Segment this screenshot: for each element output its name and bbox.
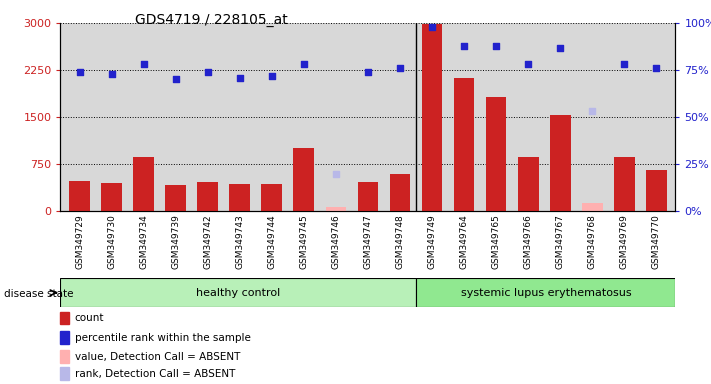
Bar bbox=[166, 185, 186, 211]
Text: GSM349745: GSM349745 bbox=[299, 215, 309, 269]
Bar bbox=[101, 183, 122, 211]
Bar bbox=[198, 182, 218, 211]
Bar bbox=[230, 184, 250, 211]
Text: GSM349729: GSM349729 bbox=[75, 215, 84, 269]
Text: GSM349764: GSM349764 bbox=[459, 215, 469, 269]
Text: GSM349767: GSM349767 bbox=[555, 215, 565, 270]
Text: GSM349766: GSM349766 bbox=[523, 215, 533, 270]
Point bbox=[362, 69, 373, 75]
Text: GSM349770: GSM349770 bbox=[652, 215, 661, 270]
Bar bbox=[133, 157, 154, 211]
Bar bbox=[390, 174, 410, 211]
Text: GSM349743: GSM349743 bbox=[235, 215, 245, 269]
Point bbox=[619, 61, 630, 68]
Text: GDS4719 / 228105_at: GDS4719 / 228105_at bbox=[135, 13, 288, 27]
Text: systemic lupus erythematosus: systemic lupus erythematosus bbox=[461, 288, 631, 298]
Text: GSM349765: GSM349765 bbox=[491, 215, 501, 270]
Text: GSM349739: GSM349739 bbox=[171, 215, 181, 270]
Point bbox=[491, 43, 502, 49]
Point bbox=[106, 71, 117, 77]
Text: GSM349734: GSM349734 bbox=[139, 215, 148, 269]
Text: GSM349747: GSM349747 bbox=[363, 215, 373, 269]
Bar bbox=[454, 78, 474, 211]
Point bbox=[266, 73, 277, 79]
Text: GSM349768: GSM349768 bbox=[588, 215, 597, 270]
Bar bbox=[614, 157, 635, 211]
Point bbox=[202, 69, 213, 75]
Text: GSM349742: GSM349742 bbox=[203, 215, 213, 269]
Bar bbox=[417, 278, 675, 307]
Text: GSM349730: GSM349730 bbox=[107, 215, 116, 270]
Text: percentile rank within the sample: percentile rank within the sample bbox=[75, 333, 250, 343]
Text: GSM349746: GSM349746 bbox=[331, 215, 341, 269]
Point bbox=[587, 108, 598, 114]
Bar bbox=[294, 149, 314, 211]
Bar bbox=[60, 278, 417, 307]
Point bbox=[170, 76, 181, 83]
Bar bbox=[422, 24, 442, 211]
Text: disease state: disease state bbox=[4, 289, 73, 299]
Point bbox=[234, 74, 245, 81]
Bar bbox=[582, 203, 603, 211]
Text: GSM349749: GSM349749 bbox=[427, 215, 437, 269]
Point bbox=[395, 65, 406, 71]
Point bbox=[555, 45, 566, 51]
Bar bbox=[646, 170, 667, 211]
Bar bbox=[69, 181, 90, 211]
Point bbox=[74, 69, 85, 75]
Text: count: count bbox=[75, 313, 104, 323]
Bar bbox=[518, 157, 538, 211]
Bar bbox=[262, 184, 282, 211]
Text: GSM349769: GSM349769 bbox=[620, 215, 629, 270]
Point bbox=[427, 24, 438, 30]
Point bbox=[523, 61, 534, 68]
Text: rank, Detection Call = ABSENT: rank, Detection Call = ABSENT bbox=[75, 369, 235, 379]
Point bbox=[651, 65, 662, 71]
Bar bbox=[326, 207, 346, 211]
Text: healthy control: healthy control bbox=[196, 288, 281, 298]
Bar bbox=[358, 182, 378, 211]
Bar bbox=[0, 383, 11, 384]
Point bbox=[459, 43, 470, 49]
Point bbox=[330, 170, 341, 177]
Text: GSM349748: GSM349748 bbox=[395, 215, 405, 269]
Text: GSM349744: GSM349744 bbox=[267, 215, 277, 269]
Point bbox=[138, 61, 149, 68]
Point bbox=[298, 61, 309, 68]
Text: value, Detection Call = ABSENT: value, Detection Call = ABSENT bbox=[75, 352, 240, 362]
Bar bbox=[486, 97, 506, 211]
Bar bbox=[550, 115, 570, 211]
